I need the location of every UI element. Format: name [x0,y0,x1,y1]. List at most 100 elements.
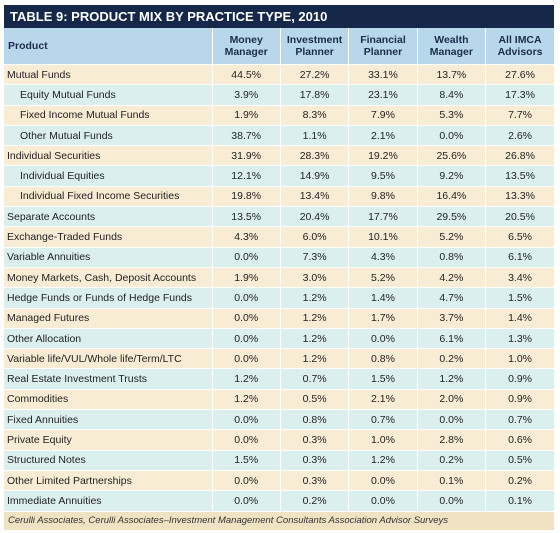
column-header: All IMCA Advisors [485,28,554,65]
value-cell: 17.8% [279,84,349,106]
value-cell: 28.3% [279,145,349,166]
value-cell: 16.4% [416,185,486,207]
value-cell: 7.3% [279,246,349,268]
value-cell: 13.5% [485,165,554,187]
value-cell: 6.5% [485,226,554,248]
value-cell: 3.0% [279,266,349,288]
value-cell: 1.2% [211,388,281,410]
value-cell: 3.7% [416,307,486,329]
product-cell: Exchange-Traded Funds [4,226,212,248]
value-cell: 1.2% [279,348,349,369]
table-title: TABLE 9: PRODUCT MIX BY PRACTICE TYPE, 2… [4,5,554,28]
column-header: Money Manager [211,28,281,65]
value-cell: 0.0% [211,307,281,329]
value-cell: 0.0% [211,348,281,369]
value-cell: 0.8% [416,246,486,268]
value-cell: 27.6% [485,63,554,85]
value-cell: 0.0% [211,429,281,451]
value-cell: 12.1% [211,165,281,187]
table-row: Equity Mutual Funds 3.9% 17.8% 23.1% 8.4% 17.… [4,84,554,106]
value-cell: 10.1% [348,226,418,248]
value-cell: 0.8% [279,409,349,430]
value-cell: 0.7% [485,409,554,430]
value-cell: 6.1% [485,246,554,268]
value-cell: 6.1% [416,327,486,349]
value-cell: 2.0% [416,388,486,410]
value-cell: 17.7% [348,206,418,227]
value-cell: 0.0% [348,469,418,491]
value-cell: 19.2% [348,145,418,166]
value-cell: 1.5% [485,287,554,309]
value-cell: 5.2% [416,226,486,248]
table-row: Individual Securities 31.9% 28.3% 19.2% 25.6… [4,145,554,166]
value-cell: 25.6% [416,145,486,166]
table-row: Individual Equities 12.1% 14.9% 9.5% 9.2% 13.… [4,165,554,187]
value-cell: 1.5% [211,449,281,471]
value-cell: 0.0% [348,327,418,349]
value-cell: 0.3% [279,449,349,471]
value-cell: 0.1% [416,469,486,491]
value-cell: 0.0% [211,287,281,309]
value-cell: 2.8% [416,429,486,451]
table-row: Commodities 1.2% 0.5% 2.1% 2.0% 0.9% [4,388,554,410]
value-cell: 1.0% [348,429,418,451]
value-cell: 1.2% [348,449,418,471]
column-header: Investment Planner [279,28,349,65]
table-row: Real Estate Investment Trusts 1.2% 0.7% 1.5… [4,368,554,390]
value-cell: 8.4% [416,84,486,106]
table-row: Structured Notes 1.5% 0.3% 1.2% 0.2% 0.5% [4,449,554,471]
value-cell: 0.7% [348,409,418,430]
value-cell: 0.0% [416,409,486,430]
value-cell: 13.4% [279,185,349,207]
table-body: Mutual Funds 44.5% 27.2% 33.1% 13.7% 27.6% Equ… [4,63,554,511]
value-cell: 1.2% [279,327,349,349]
value-cell: 0.0% [211,327,281,349]
value-cell: 1.4% [485,307,554,329]
product-cell: Individual Securities [4,145,212,166]
value-cell: 0.3% [279,469,349,491]
value-cell: 0.0% [416,490,486,511]
value-cell: 0.0% [348,490,418,511]
product-cell: Structured Notes [4,449,212,471]
product-cell: Money Markets, Cash, Deposit Accounts [4,266,212,288]
value-cell: 1.5% [348,368,418,390]
column-header: Product [4,28,212,65]
value-cell: 0.0% [211,246,281,268]
value-cell: 0.2% [416,449,486,471]
value-cell: 1.2% [279,287,349,309]
value-cell: 2.1% [348,124,418,146]
value-cell: 0.8% [348,348,418,369]
value-cell: 0.2% [416,348,486,369]
value-cell: 33.1% [348,63,418,85]
value-cell: 1.2% [416,368,486,390]
value-cell: 6.0% [279,226,349,248]
product-cell: Variable Annuities [4,246,212,268]
value-cell: 0.2% [279,490,349,511]
value-cell: 5.3% [416,104,486,126]
value-cell: 20.4% [279,206,349,227]
value-cell: 9.2% [416,165,486,187]
product-cell: Other Mutual Funds [4,124,212,146]
value-cell: 31.9% [211,145,281,166]
value-cell: 1.7% [348,307,418,329]
value-cell: 0.1% [485,490,554,511]
value-cell: 0.0% [211,409,281,430]
value-cell: 2.6% [485,124,554,146]
value-cell: 3.4% [485,266,554,288]
product-cell: Mutual Funds [4,63,212,85]
value-cell: 0.2% [485,469,554,491]
table-row: Other Limited Partnerships 0.0% 0.3% 0.0% 0.… [4,469,554,491]
value-cell: 0.5% [485,449,554,471]
product-cell: Variable life/VUL/Whole life/Term/LTC [4,348,212,369]
table-figure: TABLE 9: PRODUCT MIX BY PRACTICE TYPE, 2… [4,5,554,530]
value-cell: 20.5% [485,206,554,227]
value-cell: 2.1% [348,388,418,410]
product-mix-table: Product Money Manager Investment Planner Fi… [4,28,554,511]
table-row: Fixed Annuities 0.0% 0.8% 0.7% 0.0% 0.7% [4,409,554,430]
value-cell: 1.2% [211,368,281,390]
value-cell: 13.7% [416,63,486,85]
product-cell: Individual Fixed Income Securities [4,185,212,207]
value-cell: 4.7% [416,287,486,309]
value-cell: 1.3% [485,327,554,349]
